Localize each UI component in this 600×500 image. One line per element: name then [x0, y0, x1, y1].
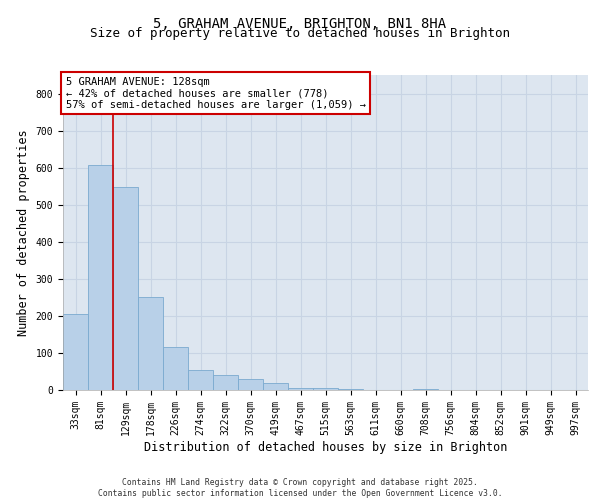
Text: 5 GRAHAM AVENUE: 128sqm
← 42% of detached houses are smaller (778)
57% of semi-d: 5 GRAHAM AVENUE: 128sqm ← 42% of detache… — [65, 76, 365, 110]
X-axis label: Distribution of detached houses by size in Brighton: Distribution of detached houses by size … — [144, 440, 507, 454]
Text: Size of property relative to detached houses in Brighton: Size of property relative to detached ho… — [90, 28, 510, 40]
Bar — [313, 388, 338, 390]
Bar — [113, 187, 138, 390]
Bar — [263, 382, 288, 390]
Bar — [163, 348, 188, 390]
Bar — [188, 370, 213, 390]
Bar — [138, 298, 163, 390]
Y-axis label: Number of detached properties: Number of detached properties — [17, 129, 30, 336]
Text: Contains HM Land Registry data © Crown copyright and database right 2025.
Contai: Contains HM Land Registry data © Crown c… — [98, 478, 502, 498]
Text: 5, GRAHAM AVENUE, BRIGHTON, BN1 8HA: 5, GRAHAM AVENUE, BRIGHTON, BN1 8HA — [154, 18, 446, 32]
Bar — [238, 379, 263, 390]
Bar — [288, 388, 313, 390]
Bar — [88, 164, 113, 390]
Bar — [213, 375, 238, 390]
Bar — [63, 314, 88, 390]
